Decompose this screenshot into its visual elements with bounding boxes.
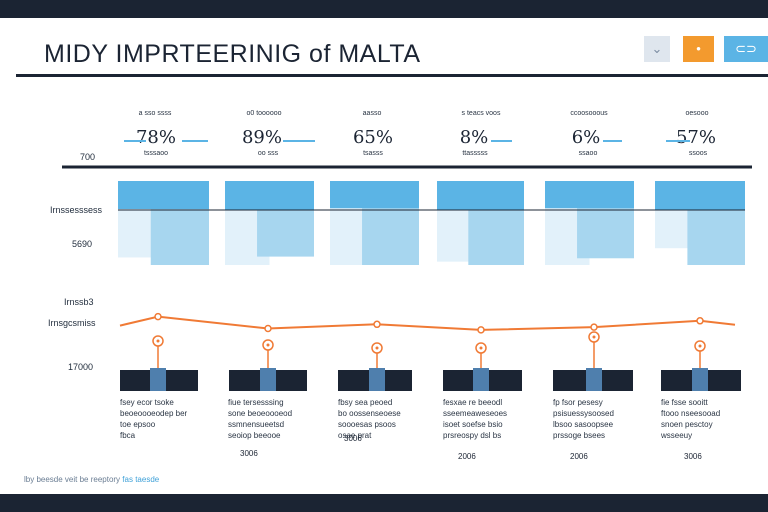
footnote: lby beesde veit be reeptory fas taesde (24, 475, 159, 484)
note-value: 3006 (344, 434, 362, 443)
bottom-blue-column (260, 368, 276, 391)
group-note: fp fsor pesesy psisuessysoosed lbsoo sas… (553, 398, 614, 440)
dark-blue-bar (330, 181, 419, 209)
note-value: 2006 (458, 452, 476, 461)
group-note: fesxae re beeodl sseemeaweseoes isoet so… (443, 398, 508, 440)
lower-series-label-2: Irnsgcsmiss (48, 318, 96, 328)
chevron-down-icon: ⌄ (651, 41, 663, 56)
note-value: 2006 (570, 452, 588, 461)
chevron-down-button[interactable]: ⌄ (644, 36, 670, 62)
dark-blue-bar (545, 181, 634, 209)
orange-action-button[interactable]: • (683, 36, 714, 62)
percent-label: 78% (135, 127, 176, 148)
orange-line-point (373, 320, 381, 329)
percent-label: 6% (571, 127, 601, 148)
group-top-label: a sso ssss (138, 110, 172, 117)
note-value: 3006 (684, 452, 702, 461)
group-note: fbsy sea peoed bo oossenseoese soooesas … (338, 398, 401, 440)
percent-sublabel: tsasss (363, 150, 383, 157)
group-top-label: o0 toooooo (246, 110, 282, 117)
upper-series-label: Irnssesssess (50, 205, 103, 215)
percent-label: 89% (241, 127, 282, 148)
lower-axis-value: 17000 (68, 362, 94, 372)
footnote-highlight[interactable]: fas taesde (122, 475, 160, 484)
upper-bottom-value: 5690 (72, 239, 93, 249)
percent-label: 57% (675, 127, 716, 148)
percent-sublabel: ssoos (688, 150, 708, 157)
percent-sublabel: oo sss (257, 150, 279, 157)
marker-dot (592, 335, 596, 339)
bottom-blue-column (369, 368, 385, 391)
orange-line-point (590, 323, 598, 331)
bottom-blue-column (586, 368, 602, 391)
orange-line-point (264, 324, 272, 333)
dot-icon: • (696, 41, 701, 56)
link-icon: ⊂⊃ (735, 41, 757, 56)
orange-line-point (154, 312, 162, 321)
orange-line-point (477, 326, 485, 334)
bottom-blue-column (473, 368, 489, 391)
lower-series-label: Irnssb3 (64, 297, 94, 307)
dark-blue-bar (655, 181, 745, 210)
marker-dot (266, 343, 270, 347)
percent-sublabel: ssaoo (578, 150, 598, 157)
footnote-text: lby beesde veit be reeptory (24, 475, 121, 484)
bottom-blue-column (692, 368, 708, 391)
bottom-blue-column (150, 368, 166, 391)
page-title: MIDY IMPRTEERINIG of MALTA (44, 40, 421, 68)
percent-sublabel: tsssaoo (143, 150, 169, 157)
group-top-label: ccoosooous (570, 110, 608, 117)
percent-label: 65% (352, 127, 393, 148)
percent-sublabel: ttasssss (462, 150, 488, 157)
group-top-label: s teacs voos (461, 110, 501, 117)
orange-line-point (696, 317, 704, 325)
marker-dot (698, 344, 702, 348)
group-note: fie fsse sooitt ftooo nseesooad snoen pe… (661, 398, 721, 440)
upper-axis-value: 700 (80, 152, 96, 162)
group-top-label: aasso (362, 110, 382, 117)
title-underline (16, 74, 768, 77)
marker-dot (479, 346, 483, 350)
note-value: 3006 (240, 449, 258, 458)
dark-blue-bar (225, 181, 314, 210)
link-button[interactable]: ⊂⊃ (724, 36, 768, 62)
percent-label: 8% (459, 127, 489, 148)
group-note: fsey ecor tsoke beoeoooeodep ber toe eps… (120, 398, 188, 440)
group-note: fiue tersesssing sone beoeoooeod ssmnens… (228, 398, 293, 440)
marker-dot (375, 346, 379, 350)
bottom-window-bar (0, 494, 768, 512)
marker-dot (156, 339, 160, 343)
dark-blue-bar (118, 181, 209, 209)
dark-blue-bar (437, 181, 524, 210)
orange-trend-line (119, 315, 736, 331)
group-top-label: oesooo (685, 110, 709, 117)
top-window-bar (0, 0, 768, 18)
